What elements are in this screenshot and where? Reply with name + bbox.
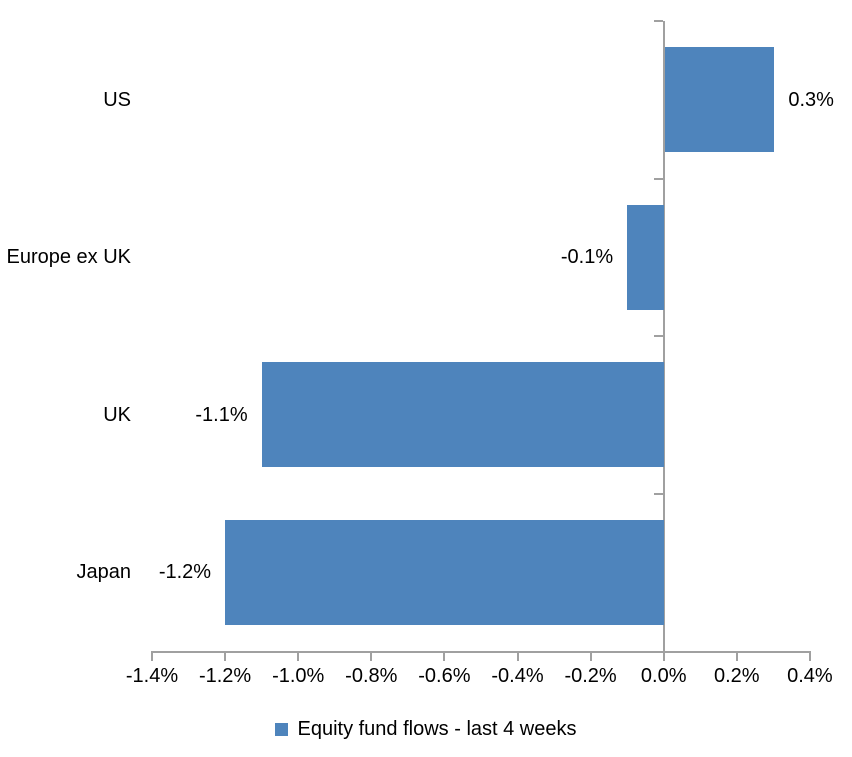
data-label-uk: -1.1% <box>195 403 248 426</box>
value-axis-tick <box>516 651 519 661</box>
value-axis-tick <box>443 651 446 661</box>
value-axis-tick <box>808 651 811 661</box>
value-axis-tick <box>224 651 227 661</box>
legend: Equity fund flows - last 4 weeks <box>0 718 852 741</box>
value-axis-tick-label: -1.4% <box>125 665 179 687</box>
value-axis-tick <box>589 651 592 661</box>
legend-swatch-icon <box>275 723 289 736</box>
bar-us <box>664 47 775 153</box>
value-axis-tick-label: -1.0% <box>272 665 325 687</box>
category-axis-tick <box>653 20 663 22</box>
legend-label: Equity fund flows - last 4 weeks <box>297 718 577 740</box>
value-axis-tick-label: 0.4% <box>787 665 833 687</box>
value-axis-tick-label: 0.0% <box>640 665 687 687</box>
data-label-japan: -1.2% <box>158 561 212 584</box>
bar-uk <box>261 362 664 468</box>
category-axis-tick <box>653 177 663 180</box>
value-axis-tick-label: -1.2% <box>198 665 252 687</box>
category-label-europe-ex-uk: Europe ex UK <box>6 246 131 269</box>
value-axis-tick-label: -0.4% <box>491 665 544 687</box>
value-axis-tick <box>297 651 300 661</box>
value-axis-tick <box>662 651 665 661</box>
value-axis-tick <box>735 651 738 661</box>
category-axis-line <box>662 21 665 651</box>
value-axis-tick <box>151 651 153 661</box>
value-axis-tick-label: -0.2% <box>564 665 617 687</box>
category-label-us: US <box>103 88 131 111</box>
value-axis-line <box>151 651 811 653</box>
data-label-europe-ex-uk: -0.1% <box>560 246 614 269</box>
category-axis-tick <box>653 335 663 337</box>
bar-japan <box>225 519 664 625</box>
category-label-uk: UK <box>103 403 131 426</box>
value-axis-tick <box>370 651 373 661</box>
value-axis-tick-label: -0.6% <box>418 665 471 687</box>
value-axis-tick-label: 0.2% <box>714 665 760 687</box>
value-axis-tick-label: -0.8% <box>345 665 398 687</box>
bar-europe-ex-uk <box>627 204 664 310</box>
category-axis-tick <box>653 492 663 495</box>
data-label-us: 0.3% <box>788 88 834 111</box>
category-label-japan: Japan <box>76 561 132 584</box>
